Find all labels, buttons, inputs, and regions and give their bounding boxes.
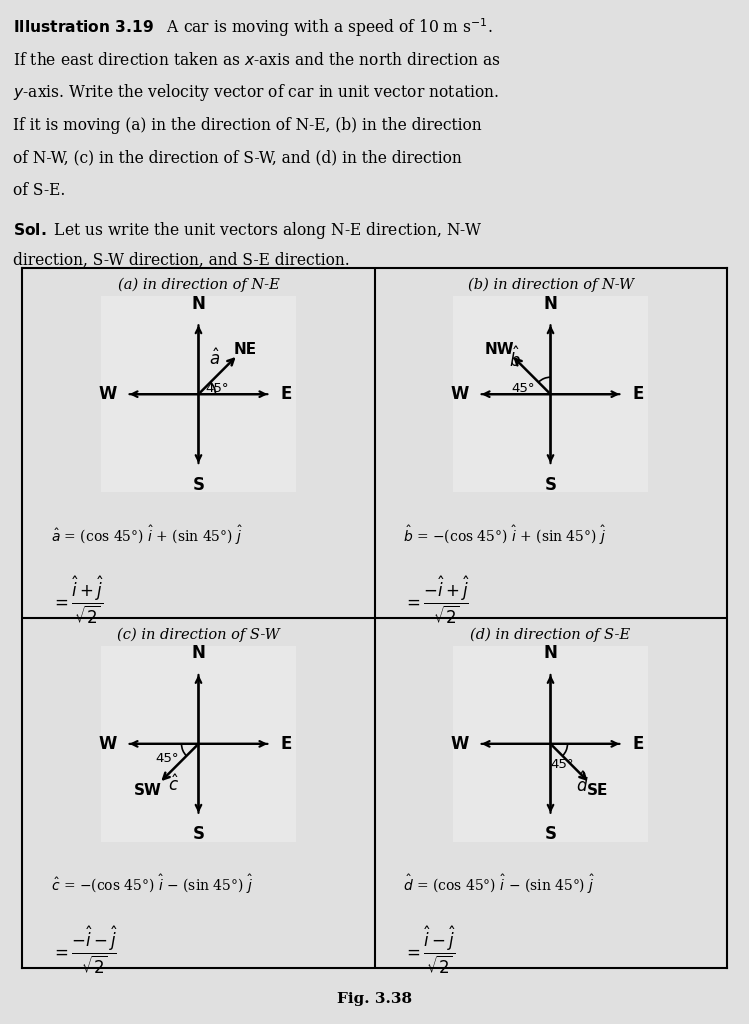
- Text: E: E: [280, 385, 291, 403]
- Text: S: S: [545, 825, 557, 844]
- Text: N: N: [544, 295, 557, 312]
- Text: of S-E.: of S-E.: [13, 181, 66, 199]
- Text: of N-W, (c) in the direction of S-W, and (d) in the direction: of N-W, (c) in the direction of S-W, and…: [13, 150, 462, 166]
- Text: direction, S-W direction, and S-E direction.: direction, S-W direction, and S-E direct…: [13, 252, 351, 268]
- Text: W: W: [99, 385, 117, 403]
- Text: $y$-axis. Write the velocity vector of car in unit vector notation.: $y$-axis. Write the velocity vector of c…: [13, 82, 500, 103]
- Text: S: S: [192, 825, 204, 844]
- Text: $\hat{a}$: $\hat{a}$: [209, 348, 220, 369]
- Text: NE: NE: [234, 342, 257, 357]
- Text: $= \dfrac{\hat{i}+\hat{j}}{\sqrt{2}}$: $= \dfrac{\hat{i}+\hat{j}}{\sqrt{2}}$: [51, 574, 103, 626]
- Text: 45°: 45°: [512, 382, 535, 395]
- Text: W: W: [451, 735, 469, 753]
- Text: $\hat{d}$: $\hat{d}$: [575, 771, 588, 796]
- Text: 45°: 45°: [155, 752, 179, 765]
- Text: If the east direction taken as $x$-axis and the north direction as: If the east direction taken as $x$-axis …: [13, 52, 501, 69]
- Text: S: S: [192, 476, 204, 494]
- Text: $= \dfrac{-\hat{i}+\hat{j}}{\sqrt{2}}$: $= \dfrac{-\hat{i}+\hat{j}}{\sqrt{2}}$: [403, 574, 470, 626]
- Text: SE: SE: [586, 783, 608, 799]
- Text: Fig. 3.38: Fig. 3.38: [337, 992, 412, 1007]
- Text: $= \dfrac{\hat{i}-\hat{j}}{\sqrt{2}}$: $= \dfrac{\hat{i}-\hat{j}}{\sqrt{2}}$: [403, 924, 455, 976]
- Text: W: W: [451, 385, 469, 403]
- Text: (d) in direction of S-E: (d) in direction of S-E: [470, 627, 631, 641]
- Text: N: N: [192, 644, 205, 663]
- Text: $\hat{c}$ = −(cos 45°) $\hat{i}$ − (sin 45°) $\hat{j}$: $\hat{c}$ = −(cos 45°) $\hat{i}$ − (sin …: [51, 873, 253, 896]
- Text: NW: NW: [485, 342, 515, 357]
- Text: $= \dfrac{-\hat{i}-\hat{j}}{\sqrt{2}}$: $= \dfrac{-\hat{i}-\hat{j}}{\sqrt{2}}$: [51, 924, 118, 976]
- Text: E: E: [632, 385, 643, 403]
- Text: If it is moving (a) in the direction of N-E, (b) in the direction: If it is moving (a) in the direction of …: [13, 117, 482, 134]
- Text: (c) in direction of S-W: (c) in direction of S-W: [117, 627, 280, 641]
- Text: SW: SW: [133, 783, 162, 799]
- Text: 45°: 45°: [205, 382, 228, 395]
- Text: (b) in direction of N-W: (b) in direction of N-W: [467, 278, 634, 292]
- Text: N: N: [192, 295, 205, 312]
- Text: 45°: 45°: [551, 758, 574, 771]
- Text: $\mathbf{Sol.}$ Let us write the unit vectors along N-E direction, N-W: $\mathbf{Sol.}$ Let us write the unit ve…: [13, 220, 483, 242]
- Text: E: E: [280, 735, 291, 753]
- Text: N: N: [544, 644, 557, 663]
- Text: $\hat{b}$ = −(cos 45°) $\hat{i}$ + (sin 45°) $\hat{j}$: $\hat{b}$ = −(cos 45°) $\hat{i}$ + (sin …: [403, 523, 607, 547]
- Text: $\hat{d}$ = (cos 45°) $\hat{i}$ − (sin 45°) $\hat{j}$: $\hat{d}$ = (cos 45°) $\hat{i}$ − (sin 4…: [403, 873, 595, 896]
- Text: $\mathbf{Illustration\ 3.19}$$\;$  A car is moving with a speed of 10 m s$^{-1}$: $\mathbf{Illustration\ 3.19}$$\;$ A car …: [13, 16, 493, 40]
- Text: $\hat{b}$: $\hat{b}$: [509, 346, 521, 371]
- Text: $\hat{a}$ = (cos 45°) $\hat{i}$ + (sin 45°) $\hat{j}$: $\hat{a}$ = (cos 45°) $\hat{i}$ + (sin 4…: [51, 523, 243, 547]
- Text: $\hat{c}$: $\hat{c}$: [169, 775, 179, 796]
- Text: S: S: [545, 476, 557, 494]
- Text: (a) in direction of N-E: (a) in direction of N-E: [118, 278, 279, 292]
- Text: W: W: [99, 735, 117, 753]
- Text: E: E: [632, 735, 643, 753]
